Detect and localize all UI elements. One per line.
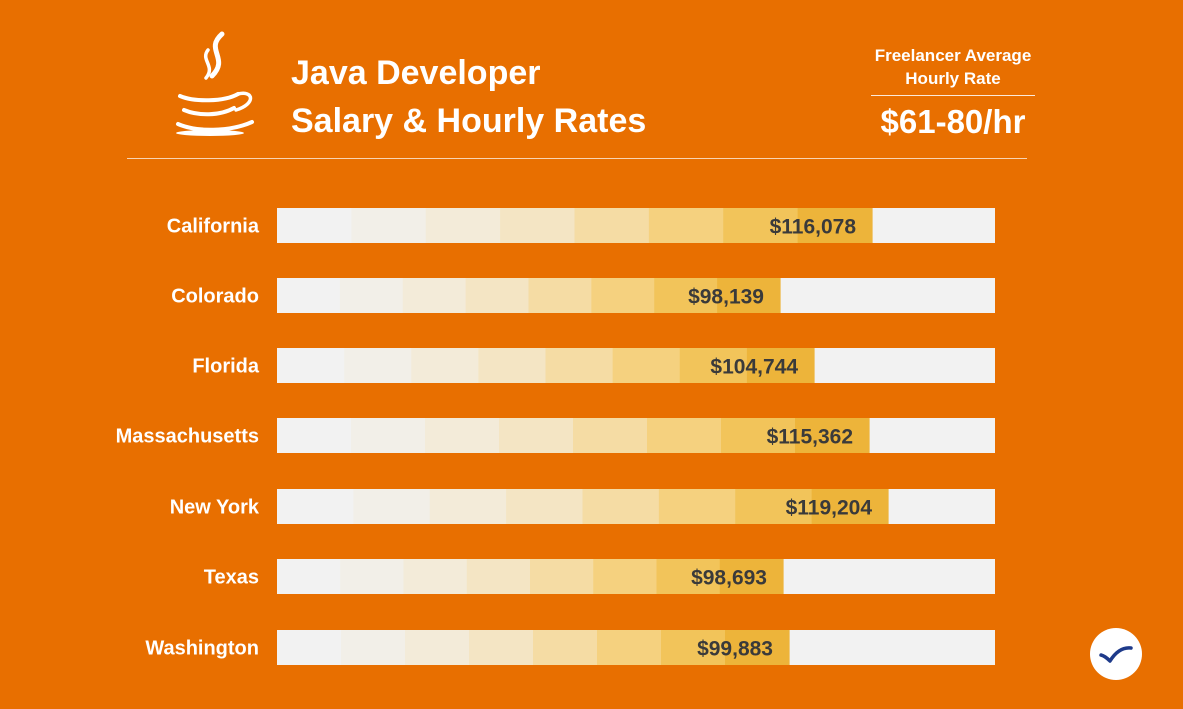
category-label: Texas	[204, 567, 259, 589]
title-line-2: Salary & Hourly Rates	[291, 102, 647, 140]
title-line-1: Java Developer	[291, 54, 541, 92]
brand-badge	[1090, 628, 1142, 680]
bar-segment	[341, 630, 406, 665]
bar-segment	[469, 630, 534, 665]
bar-segment	[725, 630, 790, 665]
bar-segment	[466, 559, 531, 594]
bar-segment	[429, 489, 507, 524]
bar-row: Washington $99,883	[145, 630, 995, 665]
bar-segment	[530, 559, 594, 594]
category-label: California	[167, 216, 260, 238]
bar-segment	[719, 559, 784, 594]
bar-segment	[597, 630, 662, 665]
bar-segment	[661, 630, 726, 665]
bar-segment	[277, 559, 341, 594]
bar-segment	[425, 418, 500, 453]
bar-segment	[795, 418, 870, 453]
bar-segment	[277, 418, 352, 453]
bar-segment	[591, 278, 655, 313]
category-label: Florida	[192, 356, 260, 378]
bar-segment	[499, 418, 574, 453]
freelancer-rate-panel: Freelancer Average Hourly Rate $61-80/hr	[858, 44, 1048, 142]
bar-segment	[277, 278, 341, 313]
value-label: $98,693	[691, 567, 767, 590]
bar-segment	[277, 489, 354, 524]
bar-segment	[658, 489, 736, 524]
rate-label-line-1: Freelancer Average	[874, 46, 1032, 65]
bar-segment	[411, 348, 479, 383]
bar-segment	[277, 208, 352, 243]
brand-bird-icon	[1099, 646, 1133, 663]
bar-segment	[340, 559, 405, 594]
bar-segment	[612, 348, 681, 383]
rate-label-line-2: Hourly Rate	[905, 69, 1001, 88]
bar-segment	[574, 208, 650, 243]
value-label: $116,078	[770, 216, 857, 239]
value-label: $99,883	[697, 638, 773, 661]
bar-segment	[656, 559, 721, 594]
bar-row: Massachusetts $115,362	[116, 418, 995, 453]
bar-segment	[797, 208, 873, 243]
bar-segment	[351, 208, 427, 243]
bar-segment	[648, 208, 724, 243]
java-coffee-cup-icon	[176, 31, 254, 136]
bar-segment	[353, 489, 431, 524]
value-label: $115,362	[767, 426, 853, 449]
freelancer-rate-label: Freelancer Average Hourly Rate	[858, 44, 1048, 90]
bar-segment	[528, 278, 592, 313]
value-label: $119,204	[786, 497, 873, 520]
category-label: Washington	[145, 638, 259, 660]
bar-segment	[405, 630, 470, 665]
bar-segment	[717, 278, 781, 313]
bar-segment	[344, 348, 412, 383]
bar-segment	[277, 348, 345, 383]
freelancer-rate-value: $61-80/hr	[880, 103, 1026, 140]
bar-segment	[647, 418, 722, 453]
bar-segment	[478, 348, 547, 383]
category-label: Massachusetts	[116, 426, 259, 448]
bar-segment	[351, 418, 426, 453]
bar-segment	[723, 208, 799, 243]
rate-divider	[871, 95, 1035, 96]
bar-segment	[679, 348, 748, 383]
bar-segment	[465, 278, 530, 313]
bar-segment	[533, 630, 598, 665]
bar-row: Colorado $98,139	[171, 278, 995, 313]
bar-row: New York $119,204	[170, 489, 995, 524]
bar-segment	[545, 348, 614, 383]
bar-segment	[593, 559, 658, 594]
category-label: New York	[170, 497, 260, 519]
category-label: Colorado	[171, 286, 259, 308]
bar-segment	[425, 208, 501, 243]
bar-row: California $116,078	[167, 208, 995, 243]
bar-segment	[506, 489, 584, 524]
bar-segment	[402, 278, 467, 313]
bar-segment	[721, 418, 796, 453]
bar-segment	[582, 489, 660, 524]
value-label: $104,744	[710, 356, 798, 379]
header-divider	[127, 158, 1027, 159]
bar-segment	[746, 348, 815, 383]
bar-row: Florida $104,744	[192, 348, 995, 383]
bar-segment	[500, 208, 576, 243]
bar-segment	[654, 278, 718, 313]
bar-segment	[811, 489, 889, 524]
bar-row: Texas $98,693	[204, 559, 995, 594]
value-label: $98,139	[688, 286, 764, 309]
bar-segment	[403, 559, 468, 594]
bar-segment	[277, 630, 342, 665]
page-title: Java Developer Salary & Hourly Rates	[291, 49, 646, 145]
bar-segment	[573, 418, 648, 453]
bar-segment	[339, 278, 404, 313]
bar-segment	[735, 489, 813, 524]
